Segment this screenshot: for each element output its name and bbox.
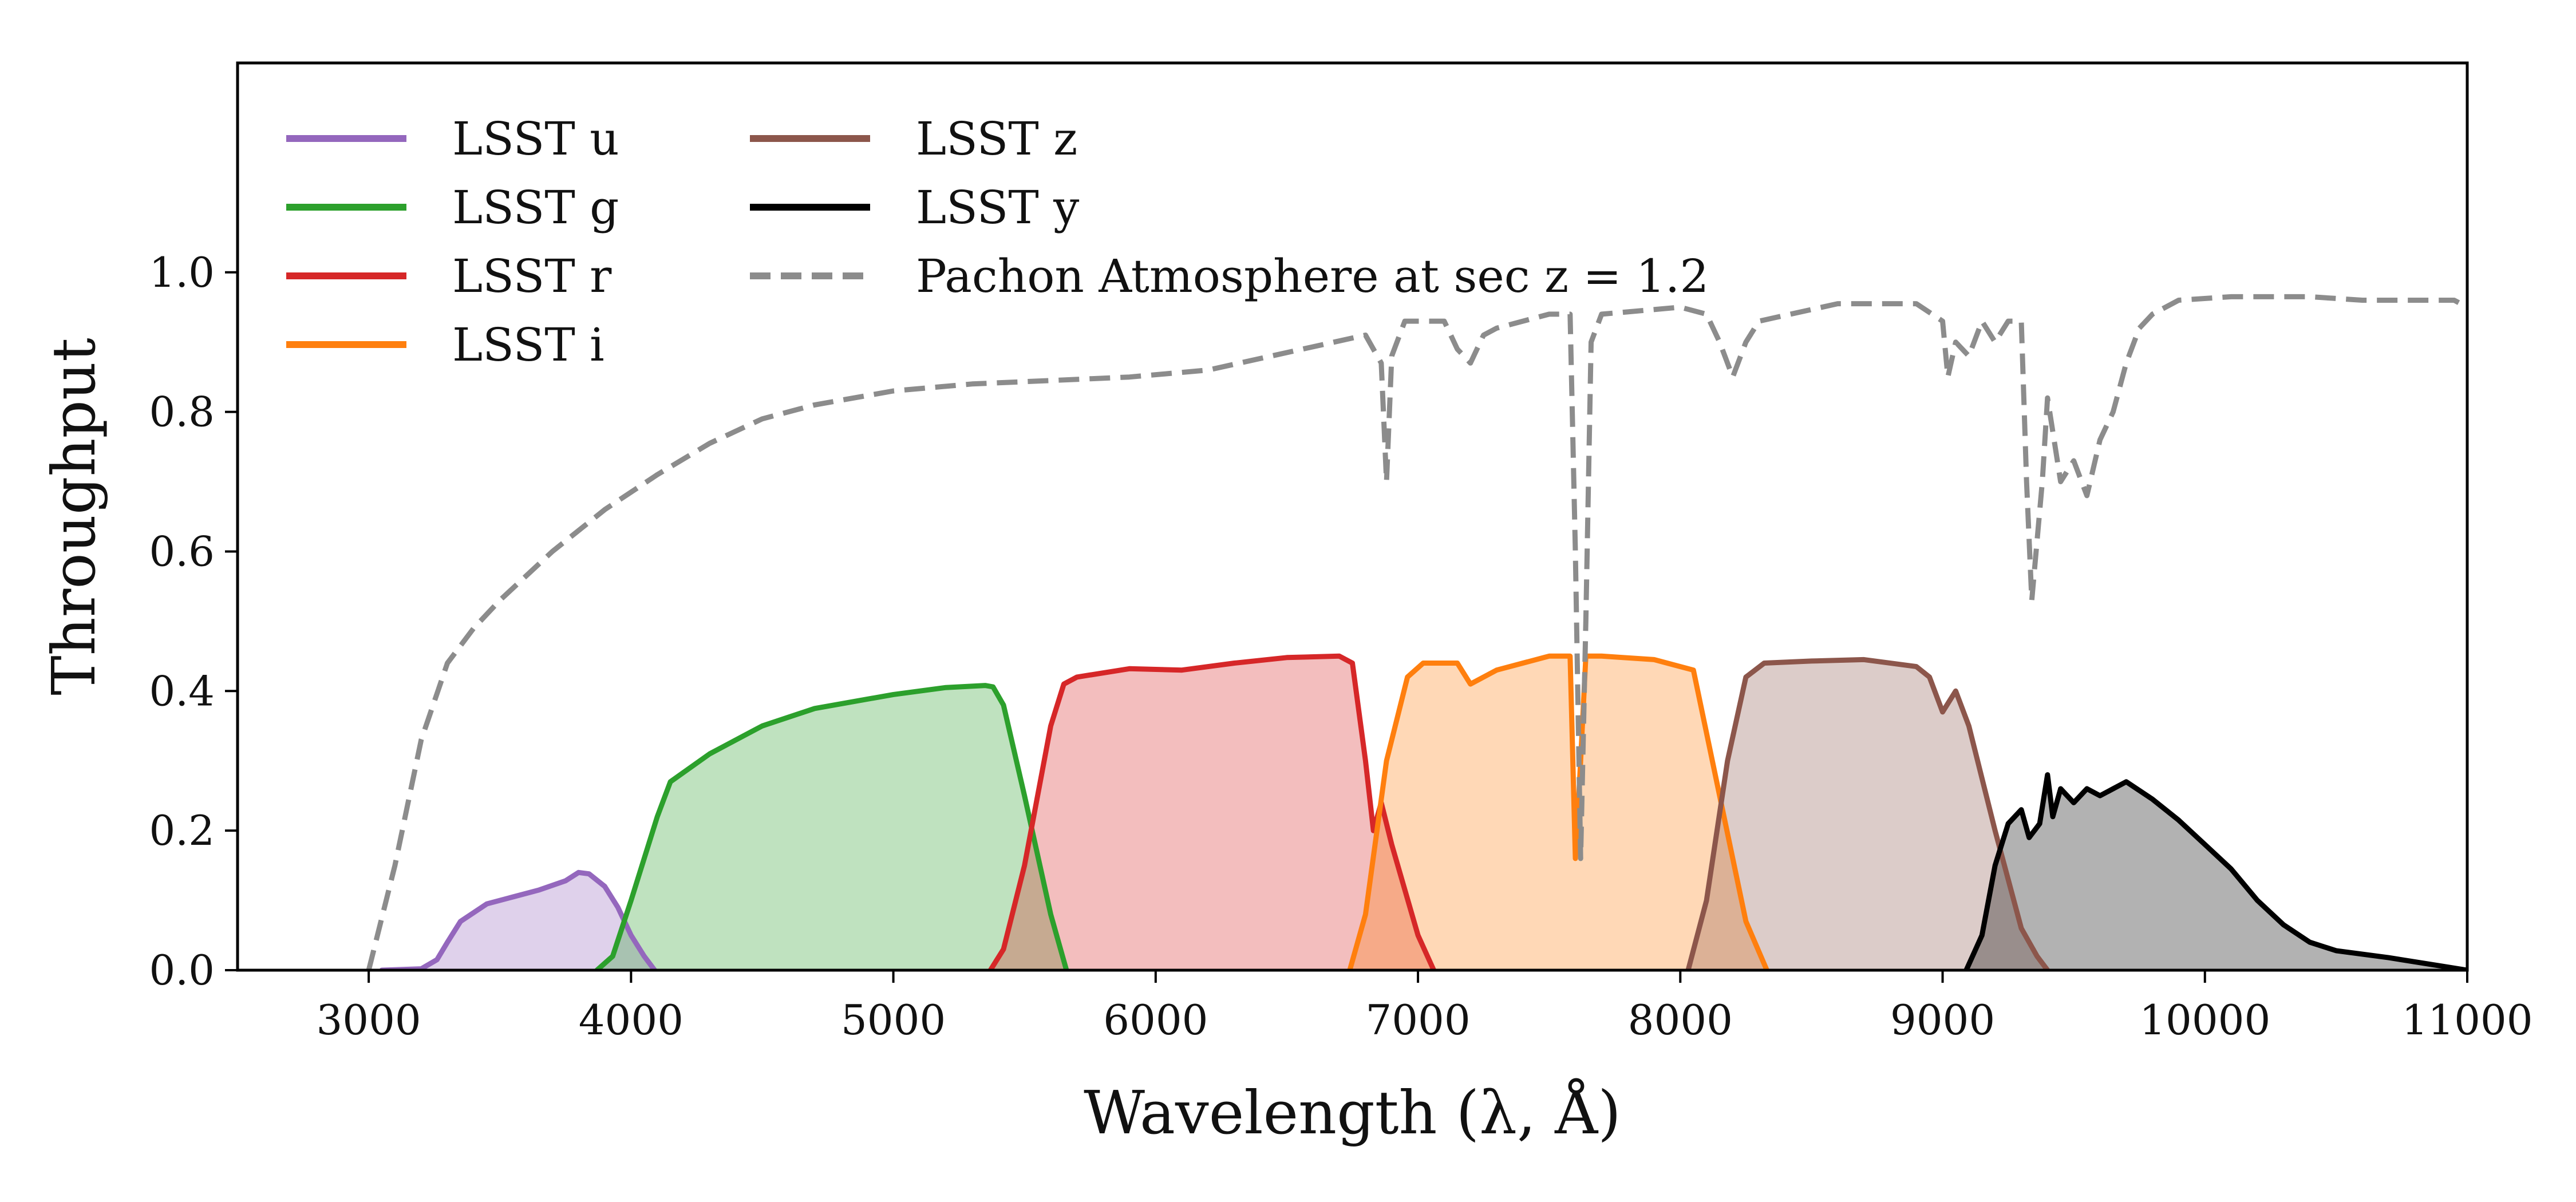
legend-label-atm: Pachon Atmosphere at sec z = 1.2 <box>916 250 1709 303</box>
x-tick-label: 11000 <box>2401 996 2532 1044</box>
y-tick-label: 0.8 <box>149 388 215 436</box>
series-lines <box>366 294 2467 970</box>
x-tick-label: 5000 <box>841 996 946 1044</box>
line-r <box>987 653 1437 970</box>
y-tick-label: 1.0 <box>149 248 215 296</box>
line-g <box>594 683 1069 970</box>
x-axis-label: Wavelength (λ, Å) <box>1084 1077 1621 1148</box>
fill-y <box>1966 774 2467 970</box>
y-tick-label: 0.0 <box>149 946 215 994</box>
x-tick-label: 3000 <box>317 996 421 1044</box>
line-z <box>1685 657 2050 970</box>
filled-areas <box>382 656 2467 970</box>
x-tick-label: 9000 <box>1890 996 1995 1044</box>
line-atm <box>366 294 2467 970</box>
y-tick-label: 0.6 <box>149 527 215 575</box>
legend-label-u: LSST u <box>452 112 619 165</box>
x-tick-label: 6000 <box>1103 996 1208 1044</box>
legend-label-g: LSST g <box>452 181 619 234</box>
x-tick-label: 8000 <box>1628 996 1733 1044</box>
legend-label-r: LSST r <box>452 250 612 303</box>
y-axis-label: Throughput <box>39 338 109 695</box>
legend-label-i: LSST i <box>452 318 605 371</box>
line-y <box>1963 772 2467 970</box>
fill-r <box>990 656 1434 970</box>
x-axis: 3000 4000 5000 6000 7000 8000 9000 10000 11000 <box>317 970 2533 1044</box>
y-axis: 0.0 0.2 0.4 0.6 0.8 1.0 <box>149 248 238 994</box>
legend: LSST u LSST g LSST r LSST i LSST z LSST y Pach… <box>286 112 1709 371</box>
line-i <box>1347 653 1769 970</box>
y-tick-label: 0.4 <box>149 667 215 715</box>
x-tick-label: 7000 <box>1365 996 1470 1044</box>
fill-z <box>1688 659 2048 970</box>
y-tick-label: 0.2 <box>149 806 215 855</box>
fill-g <box>596 685 1066 970</box>
x-tick-label: 10000 <box>2139 996 2270 1044</box>
fill-i <box>1349 656 1767 970</box>
fill-u <box>382 872 655 970</box>
legend-label-y: LSST y <box>916 181 1079 234</box>
x-tick-label: 4000 <box>579 996 683 1044</box>
plot-frame <box>236 61 2469 972</box>
legend-label-z: LSST z <box>916 112 1077 165</box>
